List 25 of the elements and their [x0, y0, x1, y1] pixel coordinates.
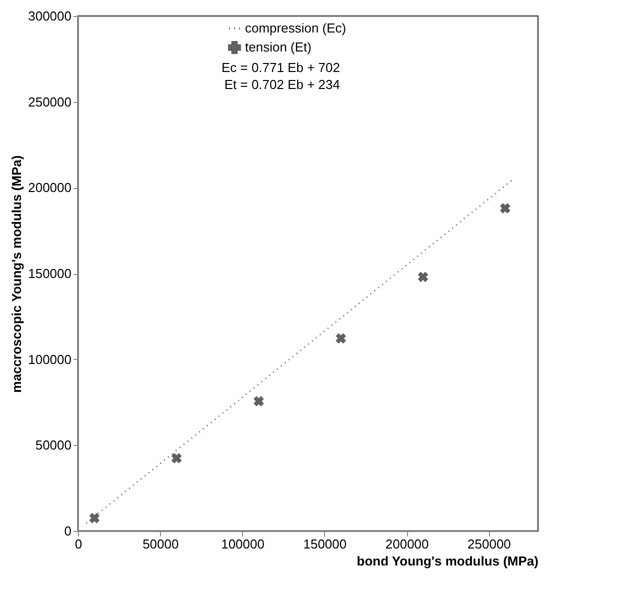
y-axis-title: maccroscopic Young's modulus (MPa)	[9, 155, 24, 393]
point	[171, 453, 182, 464]
x-tick-label: 250000	[468, 536, 511, 552]
legend-label: compression (Ec)	[245, 20, 346, 36]
y-tick-label: 0	[64, 524, 72, 538]
point	[336, 333, 346, 344]
legend-label: tension (Et)	[245, 40, 312, 54]
x-tick-label: 100000	[221, 536, 264, 552]
point	[89, 512, 100, 524]
y-tick-label: 100000	[28, 352, 72, 367]
x-tick-label: 200000	[385, 536, 429, 552]
y-tick-label: 250000	[28, 94, 72, 110]
annotation: Ec = 0.771 Eb + 702	[221, 60, 340, 75]
y-tick-label: 150000	[28, 266, 72, 281]
x-tick-label: 50000	[142, 536, 179, 552]
x-axis-title: bond Young's modulus (MPa)	[356, 554, 538, 568]
point	[500, 203, 510, 214]
x-tick-label: 0	[74, 536, 82, 552]
point	[418, 272, 428, 282]
y-tick-label: 300000	[28, 8, 72, 24]
annotation: Et = 0.702 Eb + 234	[224, 77, 340, 92]
point	[254, 396, 264, 406]
y-tick-label: 50000	[35, 438, 72, 453]
y-tick-label: 200000	[28, 180, 72, 196]
x-tick-label: 150000	[303, 536, 347, 552]
